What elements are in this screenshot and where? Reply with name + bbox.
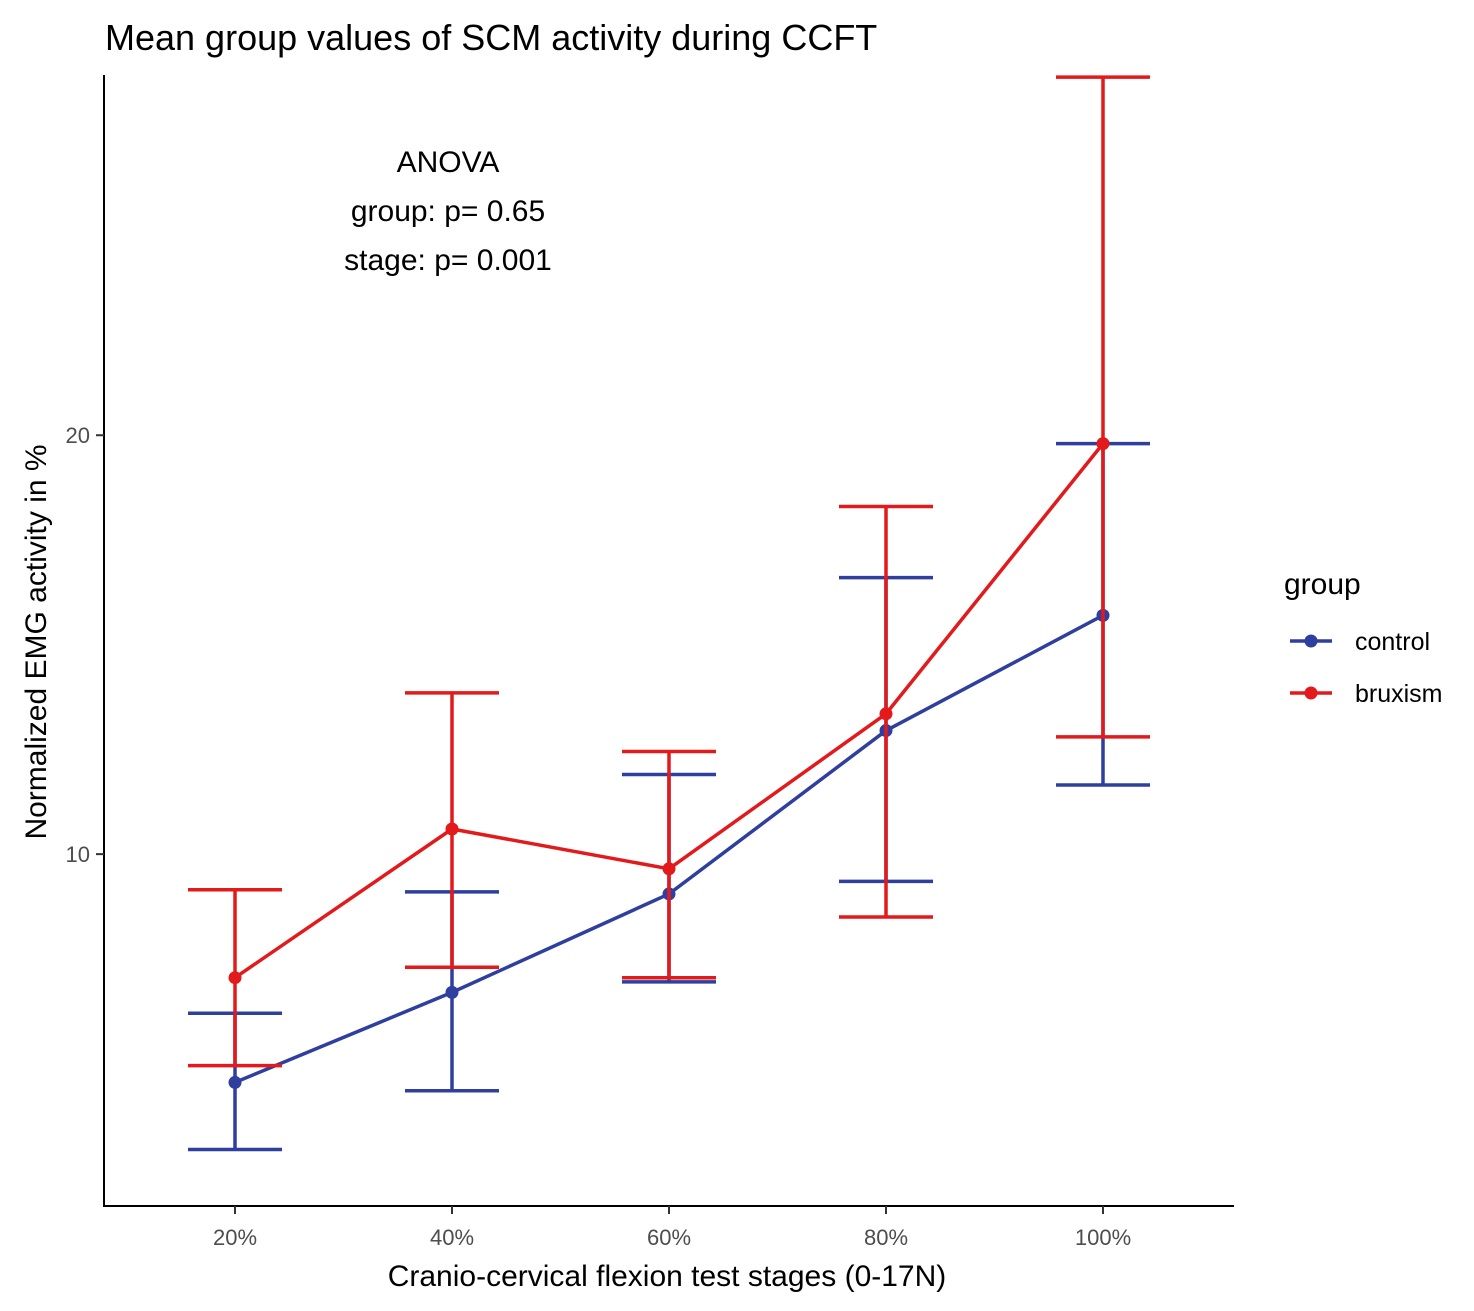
data-point — [228, 1075, 242, 1089]
data-point — [445, 822, 459, 836]
x-tick-label: 40% — [430, 1225, 474, 1250]
x-tick-label: 20% — [213, 1225, 257, 1250]
x-tick-label: 80% — [864, 1225, 908, 1250]
plot-area — [188, 75, 1150, 1152]
x-axis-title: Cranio-cervical flexion test stages (0-1… — [388, 1260, 947, 1293]
legend-label-control: control — [1355, 628, 1430, 656]
series-bruxism — [188, 75, 1150, 1068]
x-tick-label: 100% — [1075, 1225, 1131, 1250]
x-tick-label: 60% — [647, 1225, 691, 1250]
data-point — [445, 985, 459, 999]
chart-title: Mean group values of SCM activity during… — [105, 17, 877, 58]
annotation-anova: ANOVA — [397, 146, 500, 179]
y-tick-label: 20 — [66, 423, 90, 448]
data-point — [228, 971, 242, 985]
data-point — [1096, 437, 1110, 451]
y-tick-label: 10 — [66, 842, 90, 867]
data-point — [879, 707, 893, 721]
legend-key-point — [1304, 634, 1318, 648]
legend-label-bruxism: bruxism — [1355, 680, 1443, 708]
y-axis-title: Normalized EMG activity in % — [20, 444, 53, 839]
legend-title: group — [1284, 568, 1361, 601]
legend-key-point — [1304, 686, 1318, 700]
data-point — [662, 862, 676, 876]
legend: group control bruxism — [1284, 568, 1443, 708]
annotation-stage-p: stage: p= 0.001 — [344, 244, 552, 277]
axes: 20% 40% 60% 80% 100% 10 20 — [66, 75, 1234, 1250]
annotation-group-p: group: p= 0.65 — [351, 195, 545, 228]
